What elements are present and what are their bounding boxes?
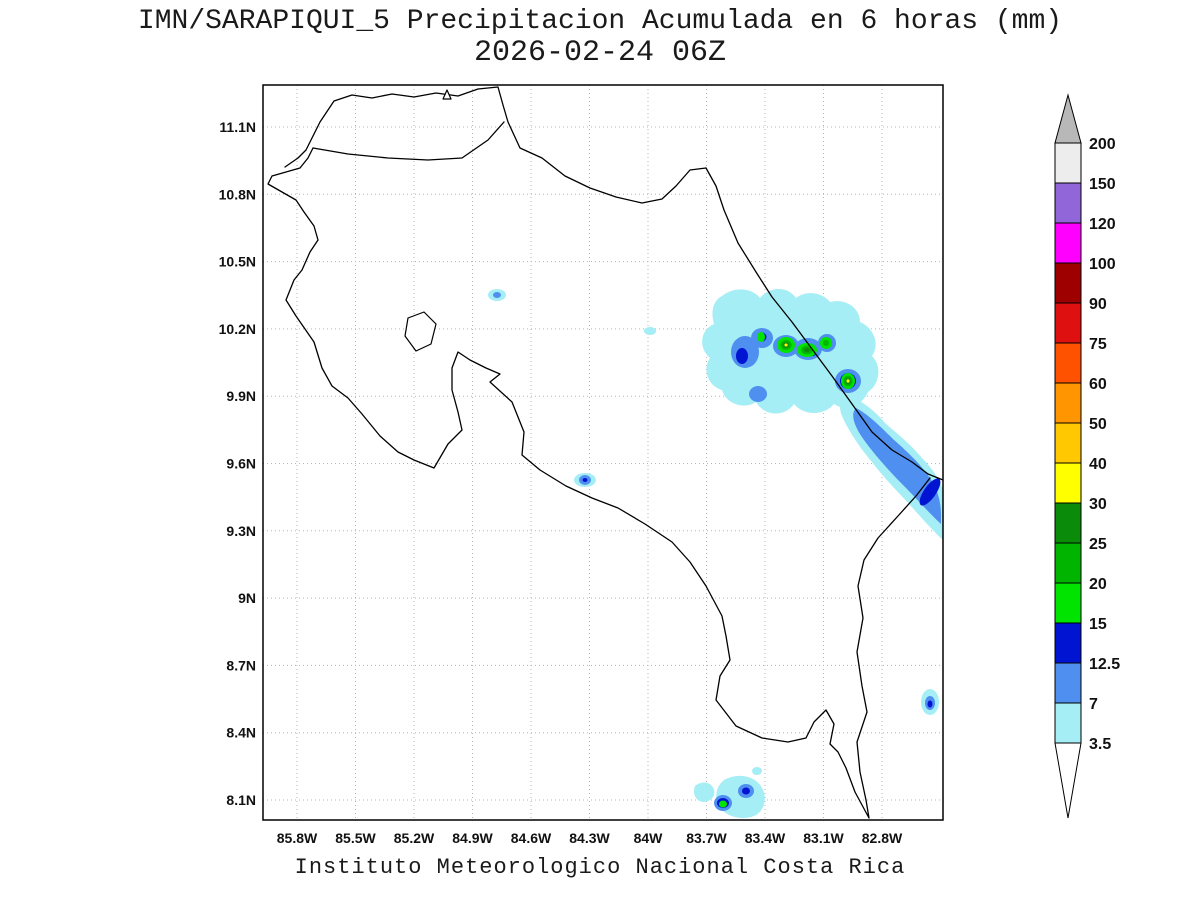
colorbar-label: 90 (1089, 296, 1107, 313)
y-tick-label: 11.1N (219, 119, 256, 135)
colorbar-label: 40 (1089, 456, 1107, 473)
colorbar-label: 150 (1089, 176, 1116, 193)
x-tick-label: 84W (634, 830, 664, 846)
precip-cell (927, 700, 933, 708)
y-tick-label: 8.4N (226, 725, 256, 741)
y-tick-label: 10.5N (219, 254, 256, 270)
precip-cell (757, 332, 765, 342)
colorbar-segment (1054, 702, 1082, 744)
x-tick-label: 85.8W (277, 830, 318, 846)
y-tick-label: 9.3N (226, 523, 256, 539)
y-tick-label: 10.2N (219, 321, 256, 337)
precip-cell (644, 327, 656, 335)
precip-cell (804, 347, 810, 353)
colorbar-label: 3.5 (1089, 736, 1111, 753)
y-tick-label: 9.9N (226, 388, 256, 404)
colorbar-label: 60 (1089, 376, 1107, 393)
colorbar-segment (1054, 622, 1082, 664)
map-datetime: 2026-02-24 06Z (473, 36, 727, 70)
colorbar-label: 12.5 (1089, 656, 1120, 673)
precip-cell (846, 379, 850, 383)
x-tick-label: 84.3W (569, 830, 610, 846)
colorbar-segment (1054, 422, 1082, 464)
panama-border-and-pacific-coastline (267, 147, 931, 819)
x-axis: 85.8W 85.5W 85.2W 84.9W 84.6W 84.3W 84W 83.7W 83… (277, 830, 903, 846)
precip-cell (752, 767, 762, 775)
precip-contours (488, 289, 943, 818)
colorbar-segment (1054, 222, 1082, 264)
colorbar-segment (1054, 502, 1082, 544)
colorbar-segment (1054, 302, 1082, 344)
colorbar-segment (1054, 382, 1082, 424)
colorbar: 200 150 120 100 90 75 60 50 40 30 25 20 15 12.5 7 3.5 (1054, 93, 1120, 819)
colorbar-segment (1054, 182, 1082, 224)
precip-cell (742, 787, 750, 795)
precip-cell (582, 478, 588, 482)
colorbar-label: 15 (1089, 616, 1107, 633)
colorbar-segment (1054, 262, 1082, 304)
footer-credit: Instituto Meteorologico Nacional Costa R… (294, 855, 906, 880)
precip-cell (749, 386, 767, 402)
gulf-of-nicoya-island (404, 311, 437, 352)
map-gridlines (263, 85, 943, 820)
precip-cell (784, 343, 788, 347)
y-tick-label: 9.6N (226, 456, 256, 472)
x-tick-label: 83.4W (745, 830, 786, 846)
colorbar-label: 30 (1089, 496, 1107, 513)
nicaragua-border-line (312, 121, 505, 161)
colorbar-segment (1054, 542, 1082, 584)
x-tick-label: 85.2W (394, 830, 435, 846)
x-tick-label: 83.1W (803, 830, 844, 846)
x-tick-label: 84.9W (452, 830, 493, 846)
caribbean-coastline (705, 167, 943, 481)
x-tick-label: 84.6W (511, 830, 552, 846)
lake-nicaragua-and-border-line (284, 86, 707, 204)
colorbar-label: 20 (1089, 576, 1107, 593)
y-tick-label: 9N (238, 590, 256, 606)
colorbar-segment (1054, 142, 1082, 184)
y-axis: 11.1N 10.8N 10.5N 10.2N 9.9N 9.6N 9.3N 9N 8.7N 8.… (219, 119, 256, 808)
colorbar-segment (1054, 582, 1082, 624)
colorbar-arrow-top (1054, 93, 1082, 144)
y-tick-label: 8.7N (226, 657, 256, 673)
precip-cell (823, 340, 829, 346)
x-tick-label: 83.7W (686, 830, 727, 846)
costa-rica-outline (267, 86, 943, 819)
x-tick-label: 85.5W (335, 830, 376, 846)
precip-cell (694, 782, 715, 802)
precip-cell (719, 800, 727, 808)
colorbar-segment (1054, 462, 1082, 504)
colorbar-arrow-bottom (1054, 742, 1082, 819)
precip-cell (853, 408, 941, 524)
colorbar-label: 120 (1089, 216, 1116, 233)
precip-cell (919, 478, 941, 506)
plot-frame (262, 84, 944, 821)
lake-island (442, 89, 452, 100)
precip-cell (493, 292, 501, 298)
colorbar-label: 200 (1089, 136, 1116, 153)
map-title: IMN/SARAPIQUI_5 Precipitacion Acumulada … (137, 6, 1063, 37)
colorbar-label: 75 (1089, 336, 1107, 353)
colorbar-label: 7 (1089, 696, 1098, 713)
colorbar-label: 25 (1089, 536, 1107, 553)
colorbar-segment (1054, 342, 1082, 384)
colorbar-label: 50 (1089, 416, 1107, 433)
colorbar-label: 100 (1089, 256, 1116, 273)
y-tick-label: 8.1N (226, 792, 256, 808)
precip-cell (736, 348, 748, 364)
colorbar-segment (1054, 662, 1082, 704)
x-tick-label: 82.8W (862, 830, 903, 846)
y-tick-label: 10.8N (219, 186, 256, 202)
